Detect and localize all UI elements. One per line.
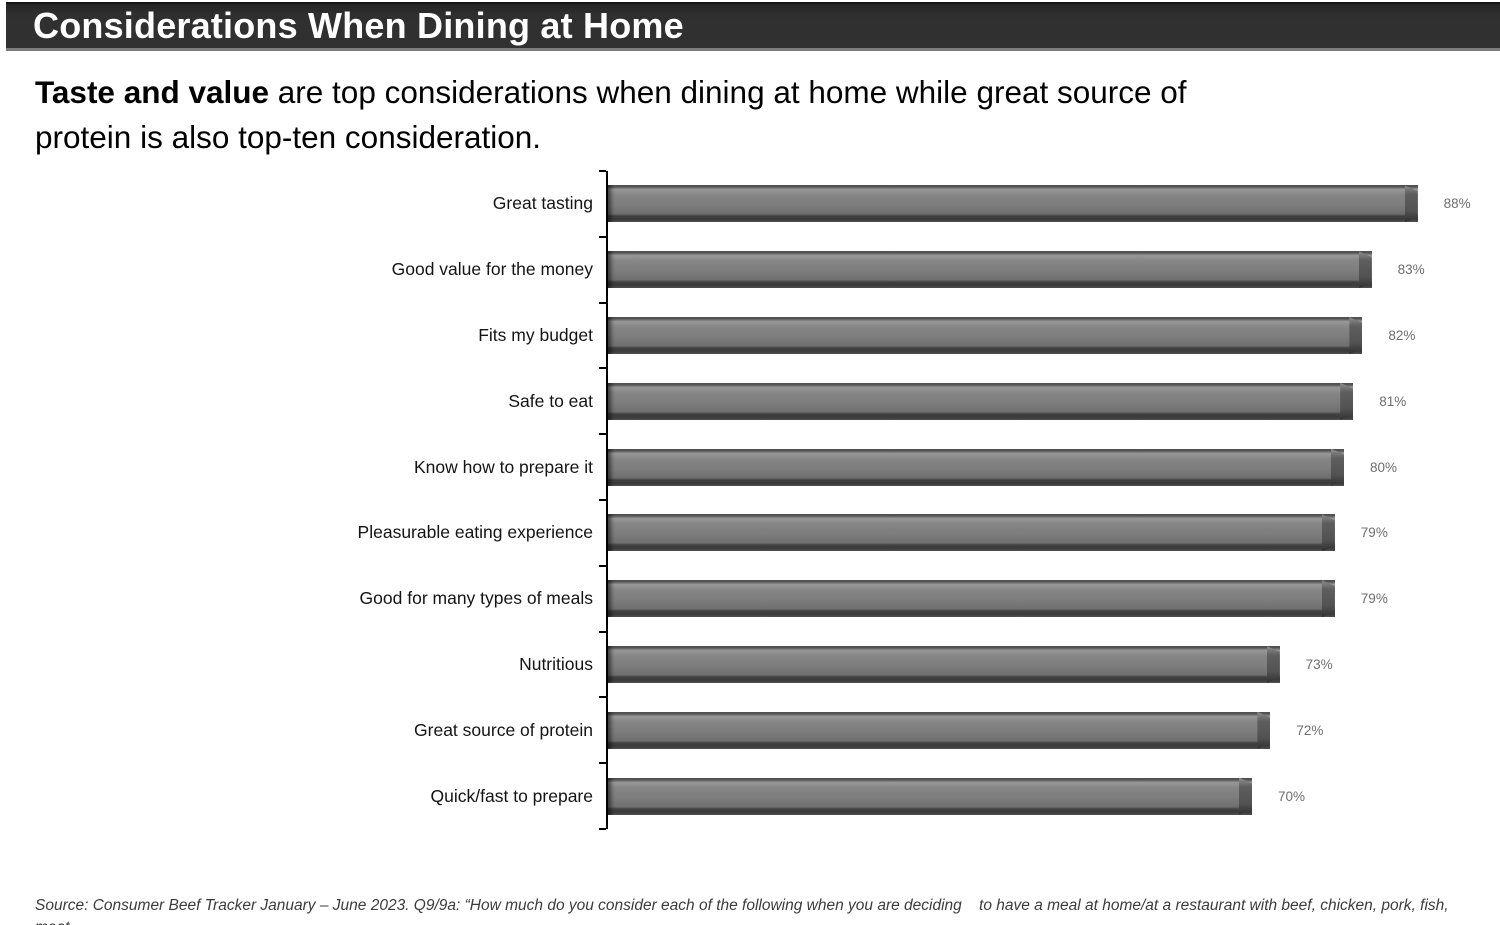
bar	[608, 316, 1363, 354]
subtitle-line2: protein is also top-ten consideration.	[35, 119, 542, 155]
axis-track: 88%	[599, 170, 1500, 237]
bar	[608, 185, 1418, 223]
chart-row: Pleasurable eating experience 79%	[0, 498, 1500, 566]
value-label: 70%	[1278, 788, 1306, 804]
axis-track: 73%	[599, 630, 1500, 698]
bar	[608, 580, 1335, 618]
source-note: Source: Consumer Beef Tracker January – …	[35, 852, 1475, 925]
page-title: Considerations When Dining at Home	[33, 5, 684, 46]
chart-row: Nutritious 73%	[0, 630, 1500, 698]
subtitle-line1-rest: are top considerations when dining at ho…	[269, 74, 1187, 110]
bar	[608, 382, 1354, 420]
axis-track: 83%	[599, 235, 1500, 303]
category-label: Fits my budget	[478, 324, 593, 345]
bar	[608, 251, 1372, 289]
chart-row: Know how to prepare it 80%	[0, 433, 1500, 500]
category-label: Quick/fast to prepare	[430, 785, 593, 806]
category-label: Good value for the money	[391, 259, 593, 280]
chart-row: Fits my budget 82%	[0, 301, 1500, 369]
axis-track: 79%	[599, 498, 1500, 566]
bar	[608, 711, 1271, 749]
bar	[608, 777, 1252, 815]
axis-track: 70%	[599, 762, 1500, 830]
axis-track: 80%	[599, 433, 1500, 500]
category-label: Nutritious	[519, 653, 593, 674]
category-label: Safe to eat	[508, 390, 593, 411]
chart-row: Safe to eat 81%	[0, 367, 1500, 435]
chart-row: Great tasting 88%	[0, 170, 1500, 237]
value-label: 73%	[1305, 656, 1333, 672]
axis-track: 79%	[599, 564, 1500, 632]
bar	[608, 645, 1280, 683]
source-note-line1: Source: Consumer Beef Tracker January – …	[35, 897, 1449, 925]
value-label: 72%	[1296, 722, 1324, 738]
category-label: Know how to prepare it	[414, 456, 593, 477]
subtitle-bold-text: Taste and value	[35, 74, 270, 110]
chart-row: Good for many types of meals 79%	[0, 564, 1500, 632]
value-label: 80%	[1370, 459, 1398, 475]
axis-track: 81%	[599, 367, 1500, 435]
chart-row: Great source of protein 72%	[0, 696, 1500, 764]
axis-track: 82%	[599, 301, 1500, 369]
subtitle: Taste and value are top considerations w…	[35, 70, 1187, 160]
value-label: 81%	[1379, 393, 1407, 409]
category-label: Pleasurable eating experience	[357, 522, 593, 543]
bar-chart: Great tasting 88% Good value for the mon…	[0, 170, 1500, 830]
value-label: 88%	[1443, 196, 1471, 212]
value-label: 82%	[1388, 327, 1416, 343]
value-label: 83%	[1397, 262, 1425, 278]
axis-track: 72%	[599, 696, 1500, 764]
category-label: Great tasting	[492, 193, 593, 214]
bar	[608, 448, 1344, 486]
category-label: Good for many types of meals	[359, 588, 593, 609]
value-label: 79%	[1360, 525, 1388, 541]
chart-row: Quick/fast to prepare 70%	[0, 762, 1500, 830]
category-label: Great source of protein	[414, 719, 593, 740]
value-label: 79%	[1360, 591, 1388, 607]
chart-row: Good value for the money 83%	[0, 235, 1500, 303]
bar	[608, 514, 1335, 552]
title-bar: Considerations When Dining at Home	[6, 2, 1500, 51]
